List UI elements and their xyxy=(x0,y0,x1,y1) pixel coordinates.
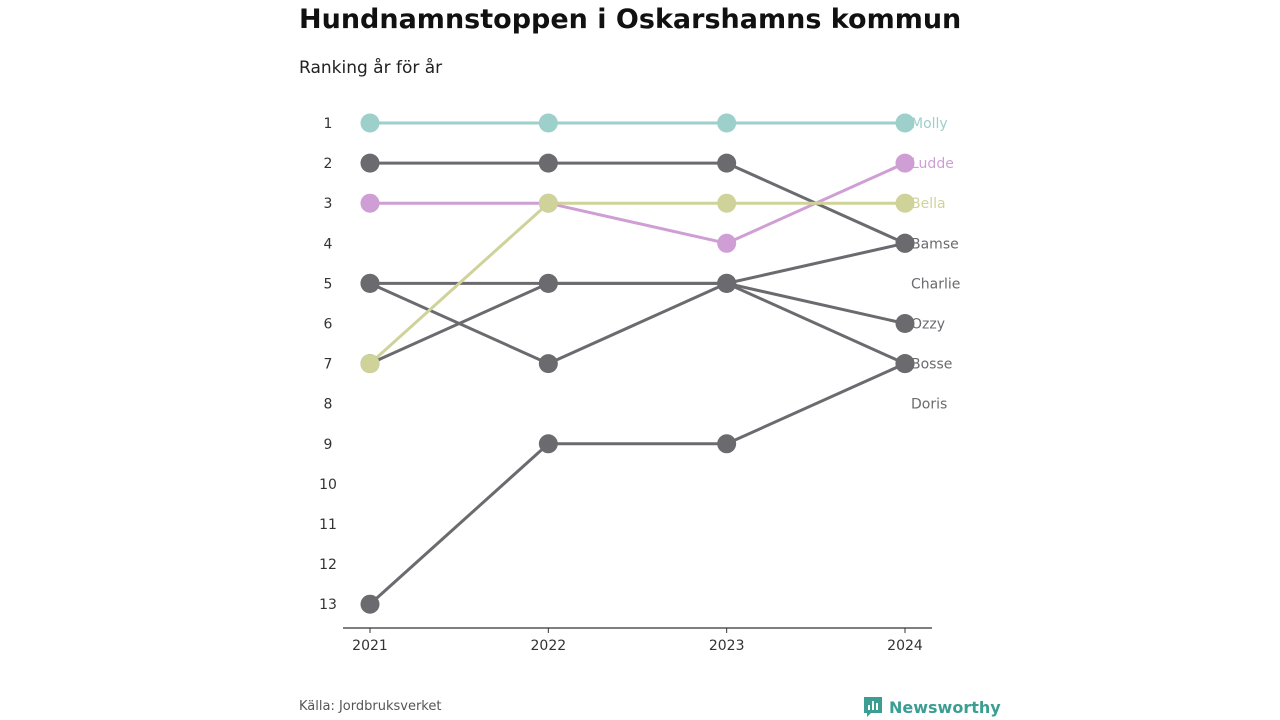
newsworthy-brand: Newsworthy xyxy=(862,694,1001,720)
y-tick-label: 13 xyxy=(319,597,337,613)
newsworthy-logo-icon xyxy=(864,697,882,717)
point-charlie-2024 xyxy=(895,233,915,253)
brand-name: Newsworthy xyxy=(889,697,1001,717)
x-tick-label: 2021 xyxy=(352,638,388,654)
point-ozzy-2022 xyxy=(538,273,558,293)
point-bella-2021 xyxy=(360,354,380,374)
point-bosse-2022 xyxy=(538,354,558,374)
x-tick-label: 2022 xyxy=(531,638,567,654)
end-label-molly: Molly xyxy=(911,116,948,132)
point-molly-2024 xyxy=(895,113,915,133)
point-bamse-2022 xyxy=(538,153,558,173)
chart-title: Hundnamnstoppen i Oskarshamns kommun xyxy=(299,4,962,35)
end-label-ludde: Ludde xyxy=(911,156,954,172)
point-bamse-2021 xyxy=(360,153,380,173)
point-ozzy-2024 xyxy=(895,314,915,333)
series-line-charlie xyxy=(368,241,907,366)
y-tick-label: 8 xyxy=(324,397,333,413)
chart-subtitle: Ranking år för år xyxy=(299,58,443,78)
y-tick-label: 6 xyxy=(324,317,333,333)
y-tick-label: 11 xyxy=(319,517,337,533)
point-ludde-2023 xyxy=(717,233,737,253)
end-label-charlie: Charlie xyxy=(911,276,960,292)
x-axis-ticks: 2021 2022 2023 2024 xyxy=(352,628,923,654)
point-bosse-2021 xyxy=(360,273,380,293)
point-doris-2021 xyxy=(360,594,380,614)
y-tick-label: 10 xyxy=(319,477,337,493)
end-label-bosse: Bosse xyxy=(911,357,952,373)
y-tick-label: 7 xyxy=(324,357,333,373)
y-tick-label: 2 xyxy=(324,156,333,172)
point-molly-2023 xyxy=(717,113,737,133)
y-tick-label: 3 xyxy=(324,196,333,212)
end-labels: Molly Ludde Bella Bamse Charlie Ozzy Bosse Dori… xyxy=(911,116,960,413)
source-note: Källa: Jordbruksverket xyxy=(299,699,442,714)
series-line-doris xyxy=(368,362,907,606)
point-ludde-2024 xyxy=(895,153,915,173)
series-line-bella xyxy=(368,201,907,366)
y-tick-label: 5 xyxy=(324,276,333,292)
point-doris-2023 xyxy=(717,434,737,454)
x-tick-label: 2024 xyxy=(887,638,923,654)
point-bamse-2023 xyxy=(717,153,737,173)
y-tick-label: 1 xyxy=(324,116,333,132)
series-lines xyxy=(368,121,907,606)
point-ludde-2021 xyxy=(360,193,380,213)
y-tick-label: 9 xyxy=(324,437,333,453)
point-molly-2022 xyxy=(538,113,558,133)
point-bosse-2023 xyxy=(717,273,737,293)
point-bella-2024 xyxy=(895,193,915,213)
end-label-doris: Doris xyxy=(911,397,947,413)
y-tick-label: 4 xyxy=(324,236,333,252)
end-label-ozzy: Ozzy xyxy=(911,317,945,333)
end-label-bamse: Bamse xyxy=(911,236,959,252)
point-bella-2023 xyxy=(717,193,737,213)
x-tick-label: 2023 xyxy=(709,638,745,654)
point-doris-2024 xyxy=(895,354,915,374)
point-bella-2022 xyxy=(538,193,558,213)
point-molly-2021 xyxy=(360,113,380,133)
y-tick-label: 12 xyxy=(319,557,337,573)
end-label-bella: Bella xyxy=(911,196,946,212)
point-doris-2022 xyxy=(538,434,558,454)
series-points xyxy=(360,113,915,614)
series-line-bosse xyxy=(368,281,907,366)
